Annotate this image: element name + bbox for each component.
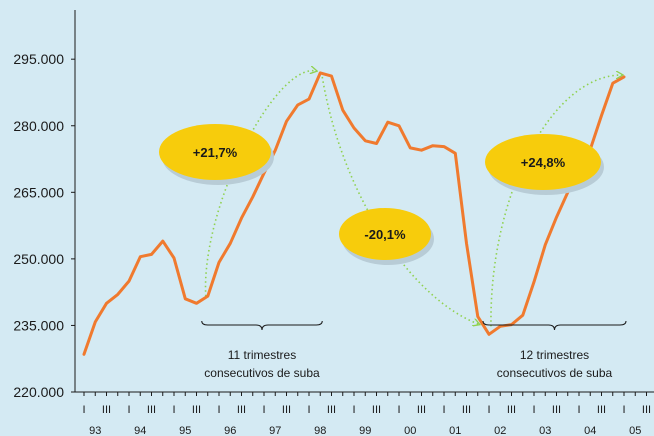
year-tick-label: 02 [494,425,506,436]
brace [201,320,323,331]
year-tick-label: 94 [134,425,146,436]
y-tick-label: 235.000 [13,317,64,333]
year-tick-label: 97 [269,425,281,436]
quarter-tick-label: III [552,404,561,416]
quarter-tick-label: I [397,404,400,416]
brace-label-line1: 11 trimestres [228,348,296,362]
y-tick-label: 265.000 [13,184,64,200]
quarter-tick-label: I [352,404,355,416]
brace-label-line2: consecutivos de suba [497,366,613,380]
annotation-label: +24,8% [521,155,566,170]
y-tick-label: 280.000 [13,118,64,134]
year-tick-label: 01 [449,425,461,436]
quarter-tick-label: I [262,404,265,416]
annotation-arrow [204,71,317,297]
brace-label-line1: 12 trimestres [520,348,589,362]
quarter-tick-label: III [417,404,426,416]
quarter-tick-label: III [282,404,291,416]
quarter-tick-label: I [307,404,310,416]
year-tick-label: 96 [224,425,236,436]
year-tick-label: 00 [404,425,416,436]
quarter-tick-label: I [577,404,580,416]
annotation-badge: +21,7% [159,124,274,185]
quarter-tick-label: I [532,404,535,416]
annotation-label: -20,1% [364,227,406,242]
quarter-tick-label: III [372,404,381,416]
y-tick-label: 295.000 [13,51,64,67]
annotation-badge: +24,8% [485,134,604,195]
quarter-tick-label: I [217,404,220,416]
badge-ellipse [339,208,431,260]
brace-label-line2: consecutivos de suba [204,366,320,380]
y-tick-label: 250.000 [13,251,64,267]
badge-ellipse [485,134,601,190]
annotation-badge: -20,1% [339,208,434,265]
year-tick-label: 03 [539,425,551,436]
year-tick-label: 93 [89,425,101,436]
annotation-label: +21,7% [193,145,238,160]
quarter-tick-label: I [622,404,625,416]
year-tick-label: 99 [359,425,371,436]
quarter-tick-label: III [102,404,111,416]
quarter-tick-label: I [442,404,445,416]
quarter-tick-label: I [172,404,175,416]
series-line [82,71,626,356]
quarter-tick-label: I [487,404,490,416]
quarter-tick-label: III [462,404,471,416]
quarter-tick-label: I [82,404,85,416]
quarter-tick-label: III [597,404,606,416]
quarter-tick-label: III [147,404,156,416]
quarter-tick-label: III [237,404,246,416]
y-tick-label: 220.000 [13,384,64,400]
quarter-tick-label: III [507,404,516,416]
quarter-tick-label: I [127,404,130,416]
year-tick-label: 04 [584,425,596,436]
quarter-tick-label: III [642,404,651,416]
quarter-tick-label: III [327,404,336,416]
year-tick-label: 98 [314,425,326,436]
year-tick-label: 95 [179,425,191,436]
year-tick-label: 05 [629,425,641,436]
quarter-tick-label: III [192,404,201,416]
badge-ellipse [159,124,271,180]
brace [482,320,627,331]
